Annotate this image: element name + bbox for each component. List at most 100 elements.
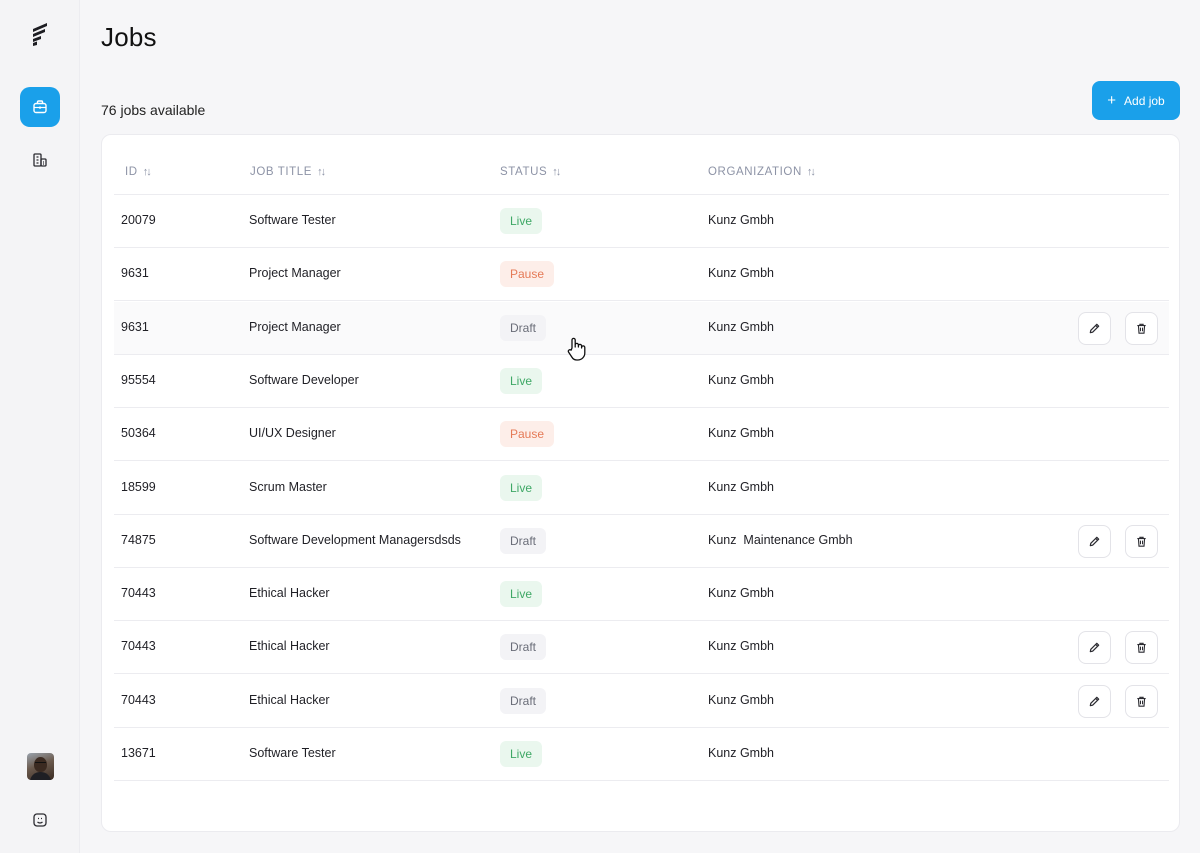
organization-name: Kunz Gmbh [708,372,775,387]
jobs-table: ID ↑↓ JOB TITLE ↑↓ STATUS ↑↓ ORGANIZATIO… [101,134,1180,832]
table-header: ID ↑↓ JOB TITLE ↑↓ STATUS ↑↓ ORGANIZATIO… [114,157,1169,195]
job-count: 76 jobs available [101,102,206,118]
smile-square-icon [33,813,47,827]
pencil-icon [1089,323,1100,333]
job-id: 50364 [121,426,156,441]
table-row[interactable]: 74875 Software Development Managersdsds Dr… [114,515,1169,568]
job-title: Software Developer [249,372,359,387]
job-title: Software Development Managersdsds [249,532,461,547]
trash-icon [1137,323,1146,334]
organization-name: Kunz Gmbh [708,266,775,281]
job-id: 18599 [121,479,156,494]
sort-icon: ↑↓ [317,166,326,178]
organization-name: Kunz Gmbh [708,426,775,441]
pencil-icon [1089,643,1100,653]
sort-icon: ↑↓ [806,166,816,178]
feedback-button[interactable] [20,800,60,840]
status-badge: Live [500,474,543,501]
status-badge: Live [500,367,543,394]
job-id: 70443 [121,586,156,601]
status-badge: Draft [500,634,547,661]
column-header-job-title[interactable]: JOB TITLE ↑↓ [250,166,326,178]
main-content: Jobs 76 jobs available + Add job ID ↑↓ J… [80,0,1200,853]
job-title: Ethical Hacker [249,692,330,707]
delete-button[interactable] [1125,524,1158,558]
job-id: 13671 [121,746,156,760]
trash-icon [1137,536,1146,547]
organization-name: Kunz Gmbh [708,479,775,494]
job-title: Software Tester [249,746,336,760]
trash-icon [1137,696,1146,707]
organization-name: Kunz Gmbh [708,319,775,334]
status-badge: Live [500,208,543,234]
job-id: 20079 [121,213,156,227]
avatar[interactable] [27,753,54,780]
job-title: Project Manager [249,266,341,281]
briefcase-icon [33,100,47,114]
edit-button[interactable] [1078,684,1111,718]
sidebar-item-jobs[interactable] [20,87,60,127]
organization-name: Kunz Gmbh [708,639,775,654]
add-job-button[interactable]: + Add job [1092,81,1180,120]
trash-icon [1137,643,1146,654]
job-title: Project Manager [249,319,341,334]
job-title: Software Tester [249,213,336,227]
job-id: 9631 [121,266,149,281]
column-header-id[interactable]: ID ↑↓ [125,166,152,178]
job-title: UI/UX Designer [249,426,336,441]
status-badge: Draft [500,687,547,714]
edit-button[interactable] [1078,311,1111,345]
status-badge: Pause [500,421,555,448]
delete-button[interactable] [1125,684,1158,718]
status-badge: Live [500,741,543,767]
table-row[interactable]: 70443 Ethical Hacker Draft Kunz Gmbh [114,621,1169,675]
column-header-status-label: STATUS [500,166,548,178]
job-id: 70443 [121,692,156,707]
page-title: Jobs [101,22,157,52]
sort-icon: ↑↓ [142,166,152,178]
sidebar-item-organizations[interactable] [20,140,60,180]
table-row[interactable]: 70443 Ethical Hacker Draft Kunz Gmbh [114,675,1169,728]
status-badge: Draft [500,314,547,341]
organization-name: Kunz Gmbh [708,746,775,760]
add-job-label: Add job [1124,93,1165,108]
table-row[interactable]: 18599 Scrum Master Live Kunz Gmbh [114,462,1169,515]
organization-name: Kunz Gmbh [708,692,775,707]
job-title: Ethical Hacker [249,639,330,654]
column-header-organization[interactable]: ORGANIZATION ↑↓ [708,166,816,178]
table-row[interactable]: 9631 Project Manager Pause Kunz Gmbh [114,248,1169,302]
column-header-id-label: ID [125,166,138,178]
column-header-organization-label: ORGANIZATION [708,166,802,178]
job-id: 74875 [121,532,156,547]
status-badge: Pause [500,261,555,288]
sidebar [0,0,80,853]
pencil-icon [1089,536,1100,547]
organization-name: Kunz Maintenance Gmbh [708,532,853,547]
table-row[interactable]: 50364 UI/UX Designer Pause Kunz Gmbh [114,408,1169,462]
organization-name: Kunz Gmbh [708,586,775,601]
column-header-job-title-label: JOB TITLE [250,166,313,178]
edit-button[interactable] [1078,524,1111,558]
edit-button[interactable] [1078,631,1111,665]
sort-icon: ↑↓ [552,166,561,178]
status-badge: Live [500,581,543,608]
status-badge: Draft [500,527,547,554]
logo-icon[interactable] [29,21,51,47]
column-header-status[interactable]: STATUS ↑↓ [500,166,561,178]
plus-icon: + [1107,92,1117,109]
hand-pointer-icon [567,337,586,361]
organization-name: Kunz Gmbh [708,213,775,227]
job-id: 9631 [121,319,149,334]
job-title: Ethical Hacker [249,586,330,601]
table-row[interactable]: 20079 Software Tester Live Kunz Gmbh [114,195,1169,248]
table-row[interactable]: 13671 Software Tester Live Kunz Gmbh [114,728,1169,781]
building-icon [33,153,47,167]
table-row[interactable]: 70443 Ethical Hacker Live Kunz Gmbh [114,568,1169,622]
table-row[interactable]: 95554 Software Developer Live Kunz Gmbh [114,355,1169,408]
job-id: 95554 [121,372,156,387]
delete-button[interactable] [1125,311,1158,345]
table-row[interactable]: 9631 Project Manager Draft Kunz Gmbh [114,301,1169,355]
job-title: Scrum Master [249,479,327,494]
pencil-icon [1089,696,1100,706]
delete-button[interactable] [1125,631,1158,665]
